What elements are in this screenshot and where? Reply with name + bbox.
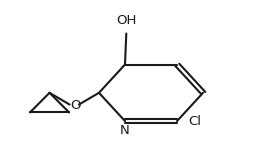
Text: OH: OH [116, 14, 136, 27]
Text: O: O [70, 99, 81, 112]
Text: N: N [120, 124, 130, 136]
Text: Cl: Cl [189, 115, 202, 127]
